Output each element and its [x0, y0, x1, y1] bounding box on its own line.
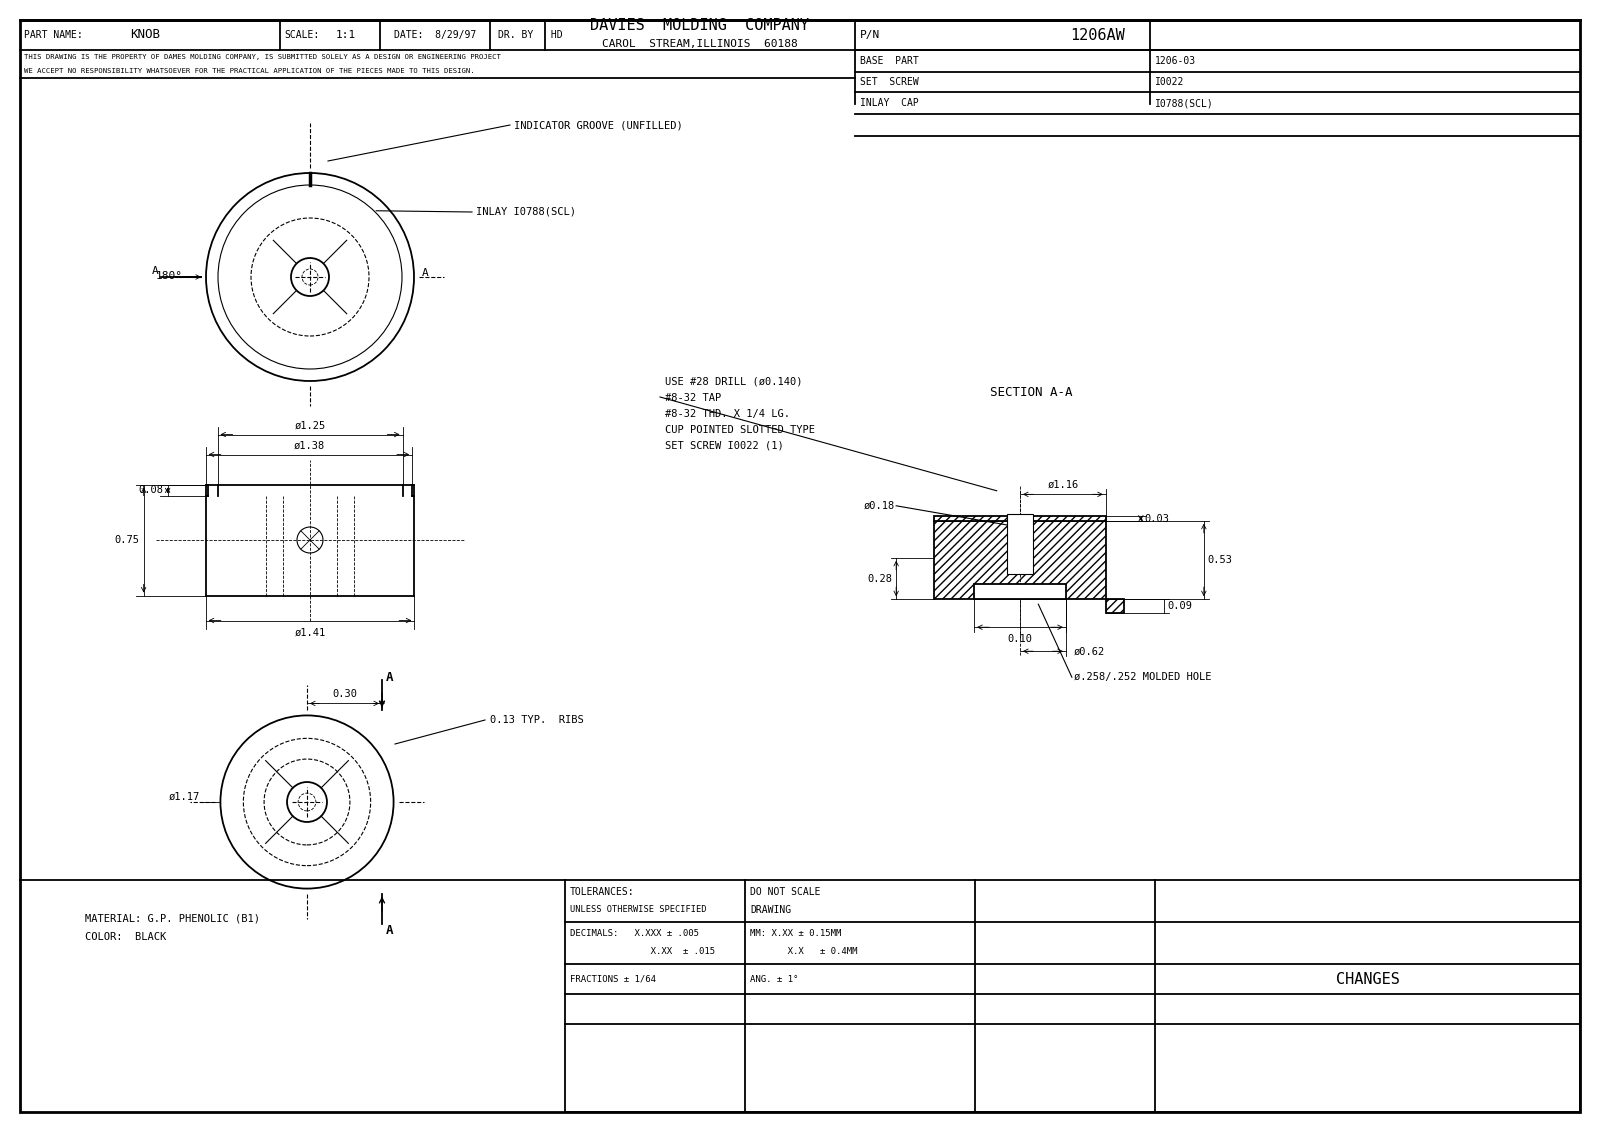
Text: CAROL  STREAM,ILLINOIS  60188: CAROL STREAM,ILLINOIS 60188: [602, 38, 798, 49]
Text: #8-32 THD. X 1/4 LG.: #8-32 THD. X 1/4 LG.: [666, 409, 790, 419]
Text: 0.30: 0.30: [333, 689, 357, 700]
Text: 180°: 180°: [157, 271, 182, 281]
Text: CHANGES: CHANGES: [1336, 971, 1400, 986]
Text: ø1.25: ø1.25: [294, 420, 326, 430]
Text: ø.258/.252 MOLDED HOLE: ø.258/.252 MOLDED HOLE: [1074, 672, 1211, 683]
Text: P/N: P/N: [861, 31, 880, 40]
Text: CUP POINTED SLOTTED TYPE: CUP POINTED SLOTTED TYPE: [666, 424, 814, 435]
Text: 1206AW: 1206AW: [1070, 27, 1125, 43]
Text: ø0.18: ø0.18: [864, 500, 896, 511]
Text: DECIMALS:   X.XXX ± .005: DECIMALS: X.XXX ± .005: [570, 929, 699, 938]
Text: I0788(SCL): I0788(SCL): [1155, 98, 1214, 108]
Text: TOLERANCES:: TOLERANCES:: [570, 887, 635, 897]
Text: A: A: [386, 924, 394, 937]
Text: X.XX  ± .015: X.XX ± .015: [570, 947, 715, 957]
Text: SET SCREW I0022 (1): SET SCREW I0022 (1): [666, 441, 784, 451]
Text: DAVIES  MOLDING  COMPANY: DAVIES MOLDING COMPANY: [590, 18, 810, 34]
Text: INLAY I0788(SCL): INLAY I0788(SCL): [477, 207, 576, 217]
Text: BASE  PART: BASE PART: [861, 55, 918, 66]
Text: COLOR:  BLACK: COLOR: BLACK: [85, 932, 166, 942]
Text: X.X   ± 0.4MM: X.X ± 0.4MM: [750, 947, 858, 957]
Text: INLAY  CAP: INLAY CAP: [861, 98, 918, 108]
Text: 1:1: 1:1: [336, 31, 357, 40]
Text: 1206-03: 1206-03: [1155, 55, 1197, 66]
Text: ø1.16: ø1.16: [1048, 479, 1078, 489]
Text: 0.53: 0.53: [1208, 555, 1234, 565]
Text: THIS DRAWING IS THE PROPERTY OF DAMES MOLDING COMPANY, IS SUBMITTED SOLELY AS A : THIS DRAWING IS THE PROPERTY OF DAMES MO…: [24, 54, 501, 60]
Text: A: A: [422, 268, 429, 278]
Text: A: A: [386, 671, 394, 684]
Bar: [974, 584, 1066, 599]
Text: FRACTIONS ± 1/64: FRACTIONS ± 1/64: [570, 975, 656, 984]
Text: KNOB: KNOB: [130, 28, 160, 42]
Text: #8-32 TAP: #8-32 TAP: [666, 393, 722, 403]
Text: USE #28 DRILL (ø0.140): USE #28 DRILL (ø0.140): [666, 377, 803, 387]
Text: A: A: [152, 266, 158, 276]
Text: 0.03: 0.03: [1146, 514, 1170, 524]
Text: 0.10: 0.10: [1008, 634, 1032, 644]
Text: 0.09: 0.09: [1168, 601, 1194, 611]
Text: ø0.62: ø0.62: [1074, 646, 1106, 657]
Text: UNLESS OTHERWISE SPECIFIED: UNLESS OTHERWISE SPECIFIED: [570, 906, 707, 915]
Text: SECTION A-A: SECTION A-A: [990, 386, 1072, 398]
Text: 0.13 TYP.  RIBS: 0.13 TYP. RIBS: [490, 715, 584, 724]
Text: 0.28: 0.28: [867, 574, 893, 583]
Text: 0.08: 0.08: [139, 486, 163, 496]
Text: ø1.17: ø1.17: [168, 792, 200, 801]
Bar: [1006, 514, 1034, 574]
Text: ANG. ± 1°: ANG. ± 1°: [750, 975, 798, 984]
Text: DRAWING: DRAWING: [750, 904, 790, 915]
Text: MATERIAL: G.P. PHENOLIC (B1): MATERIAL: G.P. PHENOLIC (B1): [85, 914, 259, 924]
Text: DO NOT SCALE: DO NOT SCALE: [750, 887, 821, 897]
Bar: [934, 521, 1106, 599]
Text: ø1.38: ø1.38: [293, 440, 325, 451]
Text: 0.75: 0.75: [115, 535, 139, 544]
Text: DR. BY   HD: DR. BY HD: [498, 31, 563, 40]
Bar: [934, 516, 1106, 521]
Bar: [1106, 599, 1123, 612]
Text: MM: X.XX ± 0.15MM: MM: X.XX ± 0.15MM: [750, 929, 842, 938]
Text: I0022: I0022: [1155, 77, 1184, 87]
Text: WE ACCEPT NO RESPONSIBILITY WHATSOEVER FOR THE PRACTICAL APPLICATION OF THE PIEC: WE ACCEPT NO RESPONSIBILITY WHATSOEVER F…: [24, 68, 475, 74]
Text: DATE:  8/29/97: DATE: 8/29/97: [394, 31, 477, 40]
Text: SET  SCREW: SET SCREW: [861, 77, 918, 87]
Text: ø1.41: ø1.41: [294, 627, 326, 637]
Text: SCALE:: SCALE:: [285, 31, 320, 40]
Text: INDICATOR GROOVE (UNFILLED): INDICATOR GROOVE (UNFILLED): [514, 120, 683, 130]
Text: PART NAME:: PART NAME:: [24, 31, 83, 40]
